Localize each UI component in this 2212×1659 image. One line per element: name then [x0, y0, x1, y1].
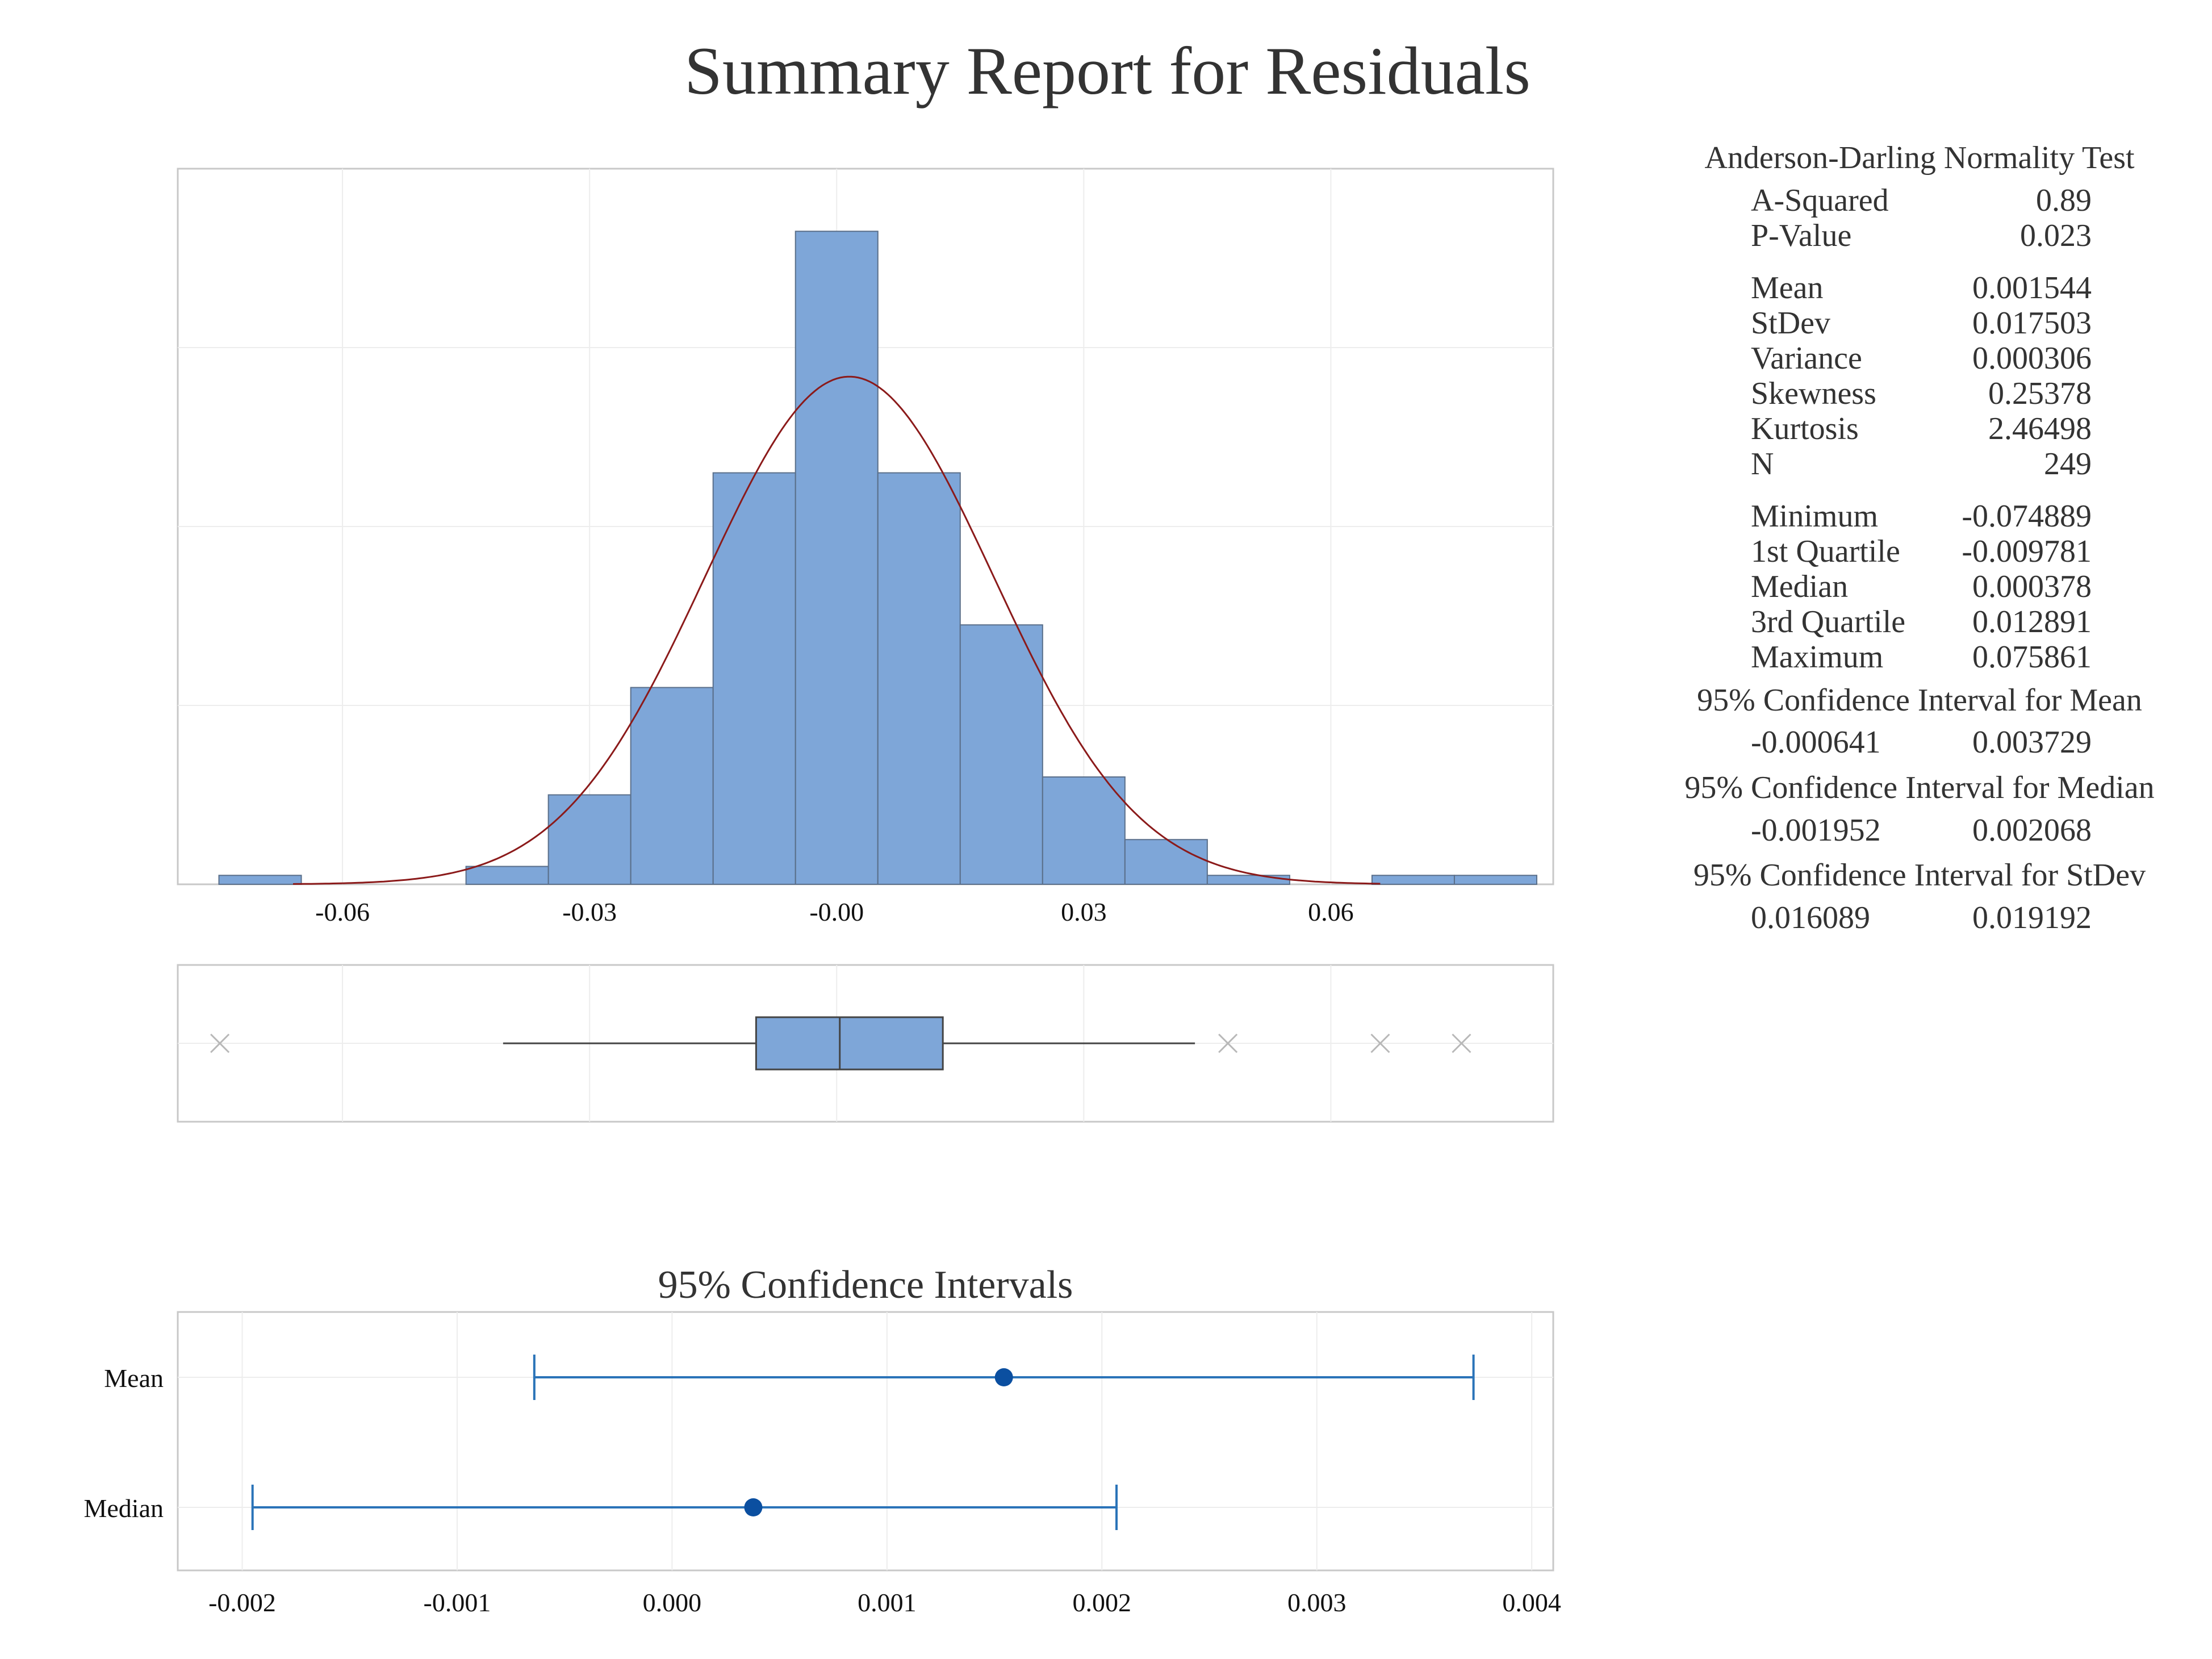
histogram-x-tick-label: -0.03: [562, 897, 617, 926]
normal-curve: [292, 375, 1381, 885]
outlier-stroke: [1452, 1033, 1471, 1054]
ci-median-title: 95% Confidence Interval for Median: [1684, 770, 2154, 805]
histogram-bar: [1453, 875, 1537, 885]
ci-stdev-title: 95% Confidence Interval for StDev: [1694, 858, 2146, 893]
boxplot-outlier: [1452, 1033, 1471, 1054]
stat-label: N: [1751, 446, 1774, 482]
histogram-bar: [630, 687, 714, 885]
outlier-stroke: [1370, 1033, 1390, 1054]
stat-label: 3rd Quartile: [1751, 604, 1905, 640]
stat-value: 0.89: [2036, 183, 2092, 218]
stat-value: 0.075861: [1972, 640, 2092, 675]
ci-point-estimate: [744, 1498, 763, 1516]
stat-label: Skewness: [1751, 376, 1876, 411]
stat-label: A-Squared: [1751, 183, 1889, 218]
ci-median-low: -0.001952: [1751, 813, 1881, 848]
stat-label: StDev: [1751, 306, 1830, 341]
ci-marks: [251, 1355, 1475, 1530]
stat-label: Minimum: [1751, 499, 1878, 534]
stat-value: -0.009781: [1962, 534, 2092, 569]
boxplot-marks: [210, 1016, 1471, 1071]
stats-rows: A-Squared 0.89 P-Value 0.023 Mean 0.001544 StD…: [1751, 183, 2092, 675]
stat-label: Kurtosis: [1751, 411, 1859, 446]
stats-panel: Anderson-Darling Normality Test A-Square…: [1684, 140, 2154, 935]
ci-x-ticks: -0.002 -0.001 0.000 0.001 0.002 0.003 0.004: [208, 1588, 1561, 1617]
ci-grid: [178, 1312, 1553, 1570]
histogram-bar: [547, 794, 632, 885]
ci-mean-low: -0.000641: [1751, 725, 1881, 760]
ci-x-tick-label: 0.004: [1502, 1588, 1561, 1617]
boxplot-outlier: [1370, 1033, 1390, 1054]
histogram-bar: [877, 472, 961, 885]
stat-value: -0.074889: [1962, 499, 2092, 534]
histogram-x-tick-label: -0.00: [809, 897, 864, 926]
histogram-bar: [712, 472, 796, 885]
ci-category-labels: Mean Median: [83, 1364, 164, 1523]
stat-value: 0.001544: [1972, 270, 2092, 306]
outlier-stroke: [210, 1033, 230, 1054]
ci-point-estimate: [994, 1368, 1013, 1386]
stat-value: 0.017503: [1972, 306, 2092, 341]
ci-stdev-high: 0.019192: [1972, 900, 2092, 935]
histogram-bar: [1042, 776, 1126, 885]
ci-mean-high: 0.003729: [1972, 725, 2092, 760]
histogram-bar: [1206, 875, 1290, 885]
histogram-x-tick-label: 0.03: [1061, 897, 1107, 926]
report-title: Summary Report for Residuals: [684, 33, 1531, 108]
ci-x-tick-label: 0.000: [643, 1588, 702, 1617]
histogram-x-ticks: -0.06 -0.03 -0.00 0.03 0.06: [315, 897, 1354, 926]
stat-value: 249: [2044, 446, 2092, 482]
stat-value: 0.000306: [1972, 341, 2092, 376]
stat-label: 1st Quartile: [1751, 534, 1900, 569]
histogram-x-tick-label: -0.06: [315, 897, 370, 926]
histogram-bar: [795, 231, 879, 885]
ad-test-title: Anderson-Darling Normality Test: [1704, 140, 2135, 175]
histogram-bar: [465, 866, 549, 885]
outlier-stroke: [1218, 1033, 1238, 1054]
histogram-x-tick-label: 0.06: [1308, 897, 1354, 926]
ci-x-tick-label: -0.001: [424, 1588, 491, 1617]
ci-x-tick-label: 0.002: [1073, 1588, 1132, 1617]
stat-value: 0.25378: [1988, 376, 2092, 411]
boxplot-outlier: [210, 1033, 230, 1054]
boxplot-outlier: [1218, 1033, 1238, 1054]
ci-median-high: 0.002068: [1972, 813, 2092, 848]
histogram-bar: [1124, 839, 1208, 885]
boxplot-box: [755, 1016, 944, 1071]
ci-category-label: Median: [83, 1494, 164, 1523]
ci-x-tick-label: 0.001: [858, 1588, 917, 1617]
histogram-bars: [218, 231, 1537, 885]
stat-label: Variance: [1751, 341, 1862, 376]
ci-stdev-low: 0.016089: [1751, 900, 1870, 935]
stat-value: 2.46498: [1988, 411, 2092, 446]
stat-label: Maximum: [1751, 640, 1883, 675]
stat-label: Median: [1751, 569, 1848, 604]
stat-value: 0.012891: [1972, 604, 2092, 640]
stat-value: 0.000378: [1972, 569, 2092, 604]
ci-x-tick-label: 0.003: [1287, 1588, 1347, 1617]
ci-panel: 95% Confidence Intervals -0.002 -0.001 0.0…: [83, 1263, 1561, 1617]
histogram-bar: [218, 875, 302, 885]
stat-value: 0.023: [2020, 218, 2092, 253]
stat-label: Mean: [1751, 270, 1824, 306]
histogram-bar: [1371, 875, 1455, 885]
boxplot-panel: [177, 964, 1554, 1123]
histogram-bar: [959, 624, 1043, 885]
stat-label: P-Value: [1751, 218, 1851, 253]
ci-title: 95% Confidence Intervals: [658, 1263, 1073, 1307]
ci-x-tick-label: -0.002: [208, 1588, 276, 1617]
ci-category-label: Mean: [104, 1364, 164, 1393]
ci-frame: [177, 1311, 1554, 1572]
histogram-panel: -0.06 -0.03 -0.00 0.03 0.06: [177, 168, 1554, 926]
ci-mean-title: 95% Confidence Interval for Mean: [1697, 683, 2142, 718]
